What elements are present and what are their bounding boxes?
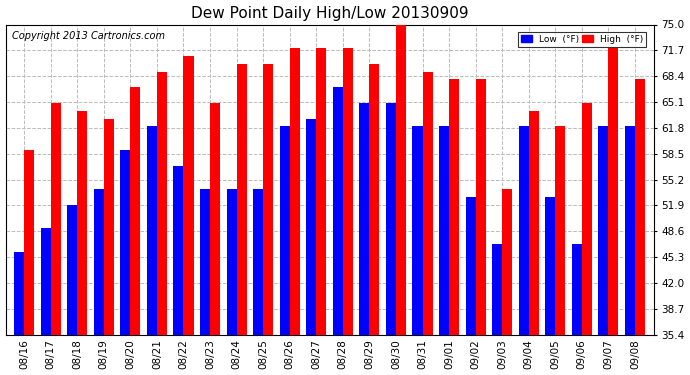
Bar <box>396 16 406 335</box>
Bar <box>226 189 237 335</box>
Bar <box>519 126 529 335</box>
Bar <box>130 87 141 335</box>
Bar <box>466 197 475 335</box>
Bar <box>210 103 220 335</box>
Bar <box>316 48 326 335</box>
Bar <box>413 126 422 335</box>
Bar <box>343 48 353 335</box>
Bar <box>333 87 343 335</box>
Bar <box>529 111 539 335</box>
Bar <box>237 64 247 335</box>
Bar <box>147 126 157 335</box>
Bar <box>157 72 167 335</box>
Bar <box>598 126 609 335</box>
Title: Dew Point Daily High/Low 20130909: Dew Point Daily High/Low 20130909 <box>190 6 469 21</box>
Bar <box>635 80 645 335</box>
Bar <box>50 103 61 335</box>
Bar <box>184 56 194 335</box>
Bar <box>253 189 263 335</box>
Bar <box>609 48 618 335</box>
Bar <box>582 103 592 335</box>
Bar <box>94 189 104 335</box>
Bar <box>475 80 486 335</box>
Bar <box>492 244 502 335</box>
Bar <box>24 150 34 335</box>
Bar <box>41 228 50 335</box>
Bar <box>572 244 582 335</box>
Bar <box>545 197 555 335</box>
Bar <box>625 126 635 335</box>
Bar <box>67 205 77 335</box>
Bar <box>77 111 88 335</box>
Bar <box>422 72 433 335</box>
Bar <box>449 80 459 335</box>
Bar <box>279 126 290 335</box>
Bar <box>369 64 380 335</box>
Bar <box>173 165 184 335</box>
Bar <box>14 252 24 335</box>
Legend: Low  (°F), High  (°F): Low (°F), High (°F) <box>518 32 646 46</box>
Bar <box>386 103 396 335</box>
Bar <box>306 118 316 335</box>
Bar <box>439 126 449 335</box>
Bar <box>290 48 300 335</box>
Bar <box>502 189 512 335</box>
Bar <box>555 126 565 335</box>
Bar <box>200 189 210 335</box>
Bar <box>120 150 130 335</box>
Bar <box>263 64 273 335</box>
Bar <box>104 118 114 335</box>
Bar <box>359 103 369 335</box>
Text: Copyright 2013 Cartronics.com: Copyright 2013 Cartronics.com <box>12 31 165 41</box>
